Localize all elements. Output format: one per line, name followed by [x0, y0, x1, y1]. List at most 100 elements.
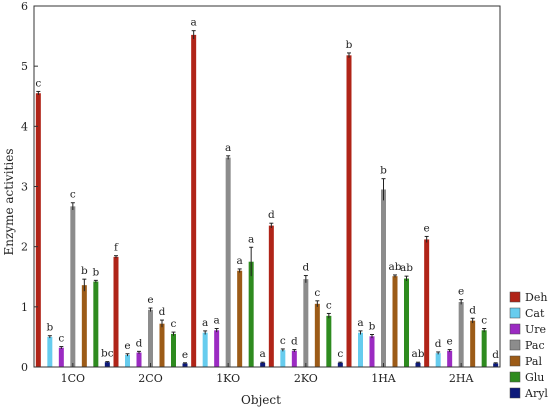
significance-letter-deh-1co: c — [35, 77, 41, 89]
bar-ure-2ha — [447, 350, 453, 367]
significance-letter-pac-1ko: a — [225, 142, 231, 154]
x-tick-label-2HA: 2HA — [449, 372, 475, 385]
significance-letter-pac-2co: e — [147, 294, 153, 306]
significance-letter-aryl-2ko: c — [337, 348, 343, 360]
significance-letter-pal-1ko: a — [237, 255, 243, 267]
y-tick-label-1: 1 — [21, 301, 28, 314]
bar-pac-2co — [148, 309, 153, 367]
significance-letter-pac-1ha: b — [380, 165, 387, 177]
legend-label-glu: Glu — [525, 371, 544, 384]
bar-pal-2ko — [314, 303, 320, 367]
significance-letter-deh-1ko: a — [191, 17, 197, 29]
legend-swatch-aryl — [509, 387, 521, 399]
bar-deh-1co — [35, 93, 41, 367]
bar-ure-1ha — [369, 336, 375, 367]
significance-letter-cat-2ha: d — [435, 338, 442, 350]
significance-letter-cat-1co: b — [46, 322, 53, 334]
bar-pal-1ha — [392, 276, 398, 367]
bar-glu-2co — [171, 333, 176, 367]
bar-aryl-1ko — [260, 362, 266, 367]
plot-frame — [33, 5, 501, 368]
significance-letter-ure-2ko: d — [291, 336, 298, 348]
bar-deh-2co — [113, 256, 119, 367]
bar-cat-1ko — [202, 332, 208, 367]
bar-aryl-1co — [104, 362, 110, 367]
bar-pal-2ha — [470, 320, 476, 367]
bar-aryl-2ha — [493, 363, 499, 367]
bar-pac-2ko — [303, 279, 309, 367]
significance-letter-aryl-1ko: a — [260, 348, 266, 360]
bar-pal-2co — [159, 323, 165, 367]
significance-letter-deh-2ko: d — [268, 209, 275, 221]
y-tick-label-6: 6 — [21, 0, 28, 13]
bar-cat-1ha — [358, 332, 363, 367]
significance-letter-ure-1co: c — [58, 333, 64, 345]
significance-letter-cat-2ko: c — [280, 335, 286, 347]
bar-glu-2ko — [326, 315, 332, 367]
y-tick-label-2: 2 — [21, 241, 28, 254]
significance-letter-aryl-2ha: d — [492, 349, 499, 361]
x-tick-label-1CO: 1CO — [61, 372, 85, 385]
significance-letter-ure-2co: d — [136, 337, 143, 349]
significance-letter-pac-2ko: d — [302, 262, 309, 274]
significance-letter-pal-1ha: ab — [389, 261, 402, 273]
y-axis-label: Enzyme activities — [2, 149, 16, 256]
y-tick-label-5: 5 — [21, 60, 28, 73]
x-tick-label-1KO: 1KO — [216, 372, 240, 385]
bar-aryl-1ha — [415, 362, 421, 367]
bar-aryl-2co — [182, 363, 188, 367]
significance-letter-glu-1co: b — [92, 266, 99, 278]
significance-letter-ure-1ko: a — [214, 314, 220, 326]
legend-label-ure: Ure — [525, 323, 546, 336]
y-tick-label-0: 0 — [21, 361, 28, 374]
significance-letter-cat-2co: e — [124, 340, 130, 352]
significance-letter-glu-2co: c — [171, 318, 177, 330]
legend-swatch-glu — [509, 371, 521, 383]
y-tick-label-4: 4 — [21, 120, 28, 133]
significance-letter-pac-2ha: e — [458, 286, 464, 298]
x-tick-label-1HA: 1HA — [371, 372, 397, 385]
bar-deh-1ha — [346, 55, 352, 367]
bar-pal-1co — [81, 285, 87, 367]
bar-pac-1ko — [225, 157, 231, 367]
bar-pac-2ha — [458, 302, 464, 367]
significance-letter-pal-1co: b — [81, 265, 88, 277]
bar-cat-2ha — [435, 353, 441, 367]
bar-glu-1ha — [404, 278, 409, 367]
bar-deh-2ha — [424, 239, 430, 367]
significance-letter-glu-2ko: c — [326, 299, 332, 311]
significance-letter-deh-2co: f — [114, 242, 119, 254]
bar-glu-1ko — [248, 261, 254, 367]
significance-letter-cat-1ha: a — [357, 317, 363, 329]
legend-swatch-pac — [509, 339, 521, 351]
significance-letter-deh-1ha: b — [346, 39, 353, 51]
x-tick-label-2CO: 2CO — [138, 372, 162, 385]
x-tick-label-2KO: 2KO — [294, 372, 318, 385]
bar-ure-1ko — [214, 330, 220, 367]
legend-label-deh: Deh — [525, 291, 547, 304]
significance-letter-ure-1ha: b — [369, 321, 376, 333]
axes: 0 1 2 3 4 5 6 1CO 2CO 1KO 2KO 1HA 2HA — [21, 0, 501, 385]
legend-swatch-ure — [509, 323, 521, 335]
significance-letter-glu-2ha: c — [481, 314, 487, 326]
legend-swatch-pal — [509, 355, 521, 367]
significance-letter-deh-2ha: e — [424, 222, 430, 234]
bar-ure-2co — [136, 352, 142, 367]
legend-label-pal: Pal — [525, 355, 542, 368]
bar-glu-1co — [93, 281, 99, 367]
legend-label-pac: Pac — [525, 339, 545, 352]
bar-ure-2ko — [291, 350, 297, 367]
bar-ure-1co — [58, 347, 64, 367]
legend-label-cat: Cat — [525, 307, 545, 320]
bar-pac-1ha — [381, 189, 386, 367]
legend-swatch-cat — [509, 307, 521, 319]
legend: Deh Cat Ure Pac Pal Glu Aryl — [509, 291, 548, 400]
x-axis-label: Object — [241, 393, 281, 407]
y-tick-label-3: 3 — [21, 181, 28, 194]
bar-pac-1co — [70, 206, 76, 367]
significance-letter-aryl-2co: e — [182, 349, 188, 361]
bar-deh-2ko — [268, 225, 274, 367]
bar-glu-2ha — [481, 330, 487, 367]
bar-cat-2co — [125, 354, 130, 367]
